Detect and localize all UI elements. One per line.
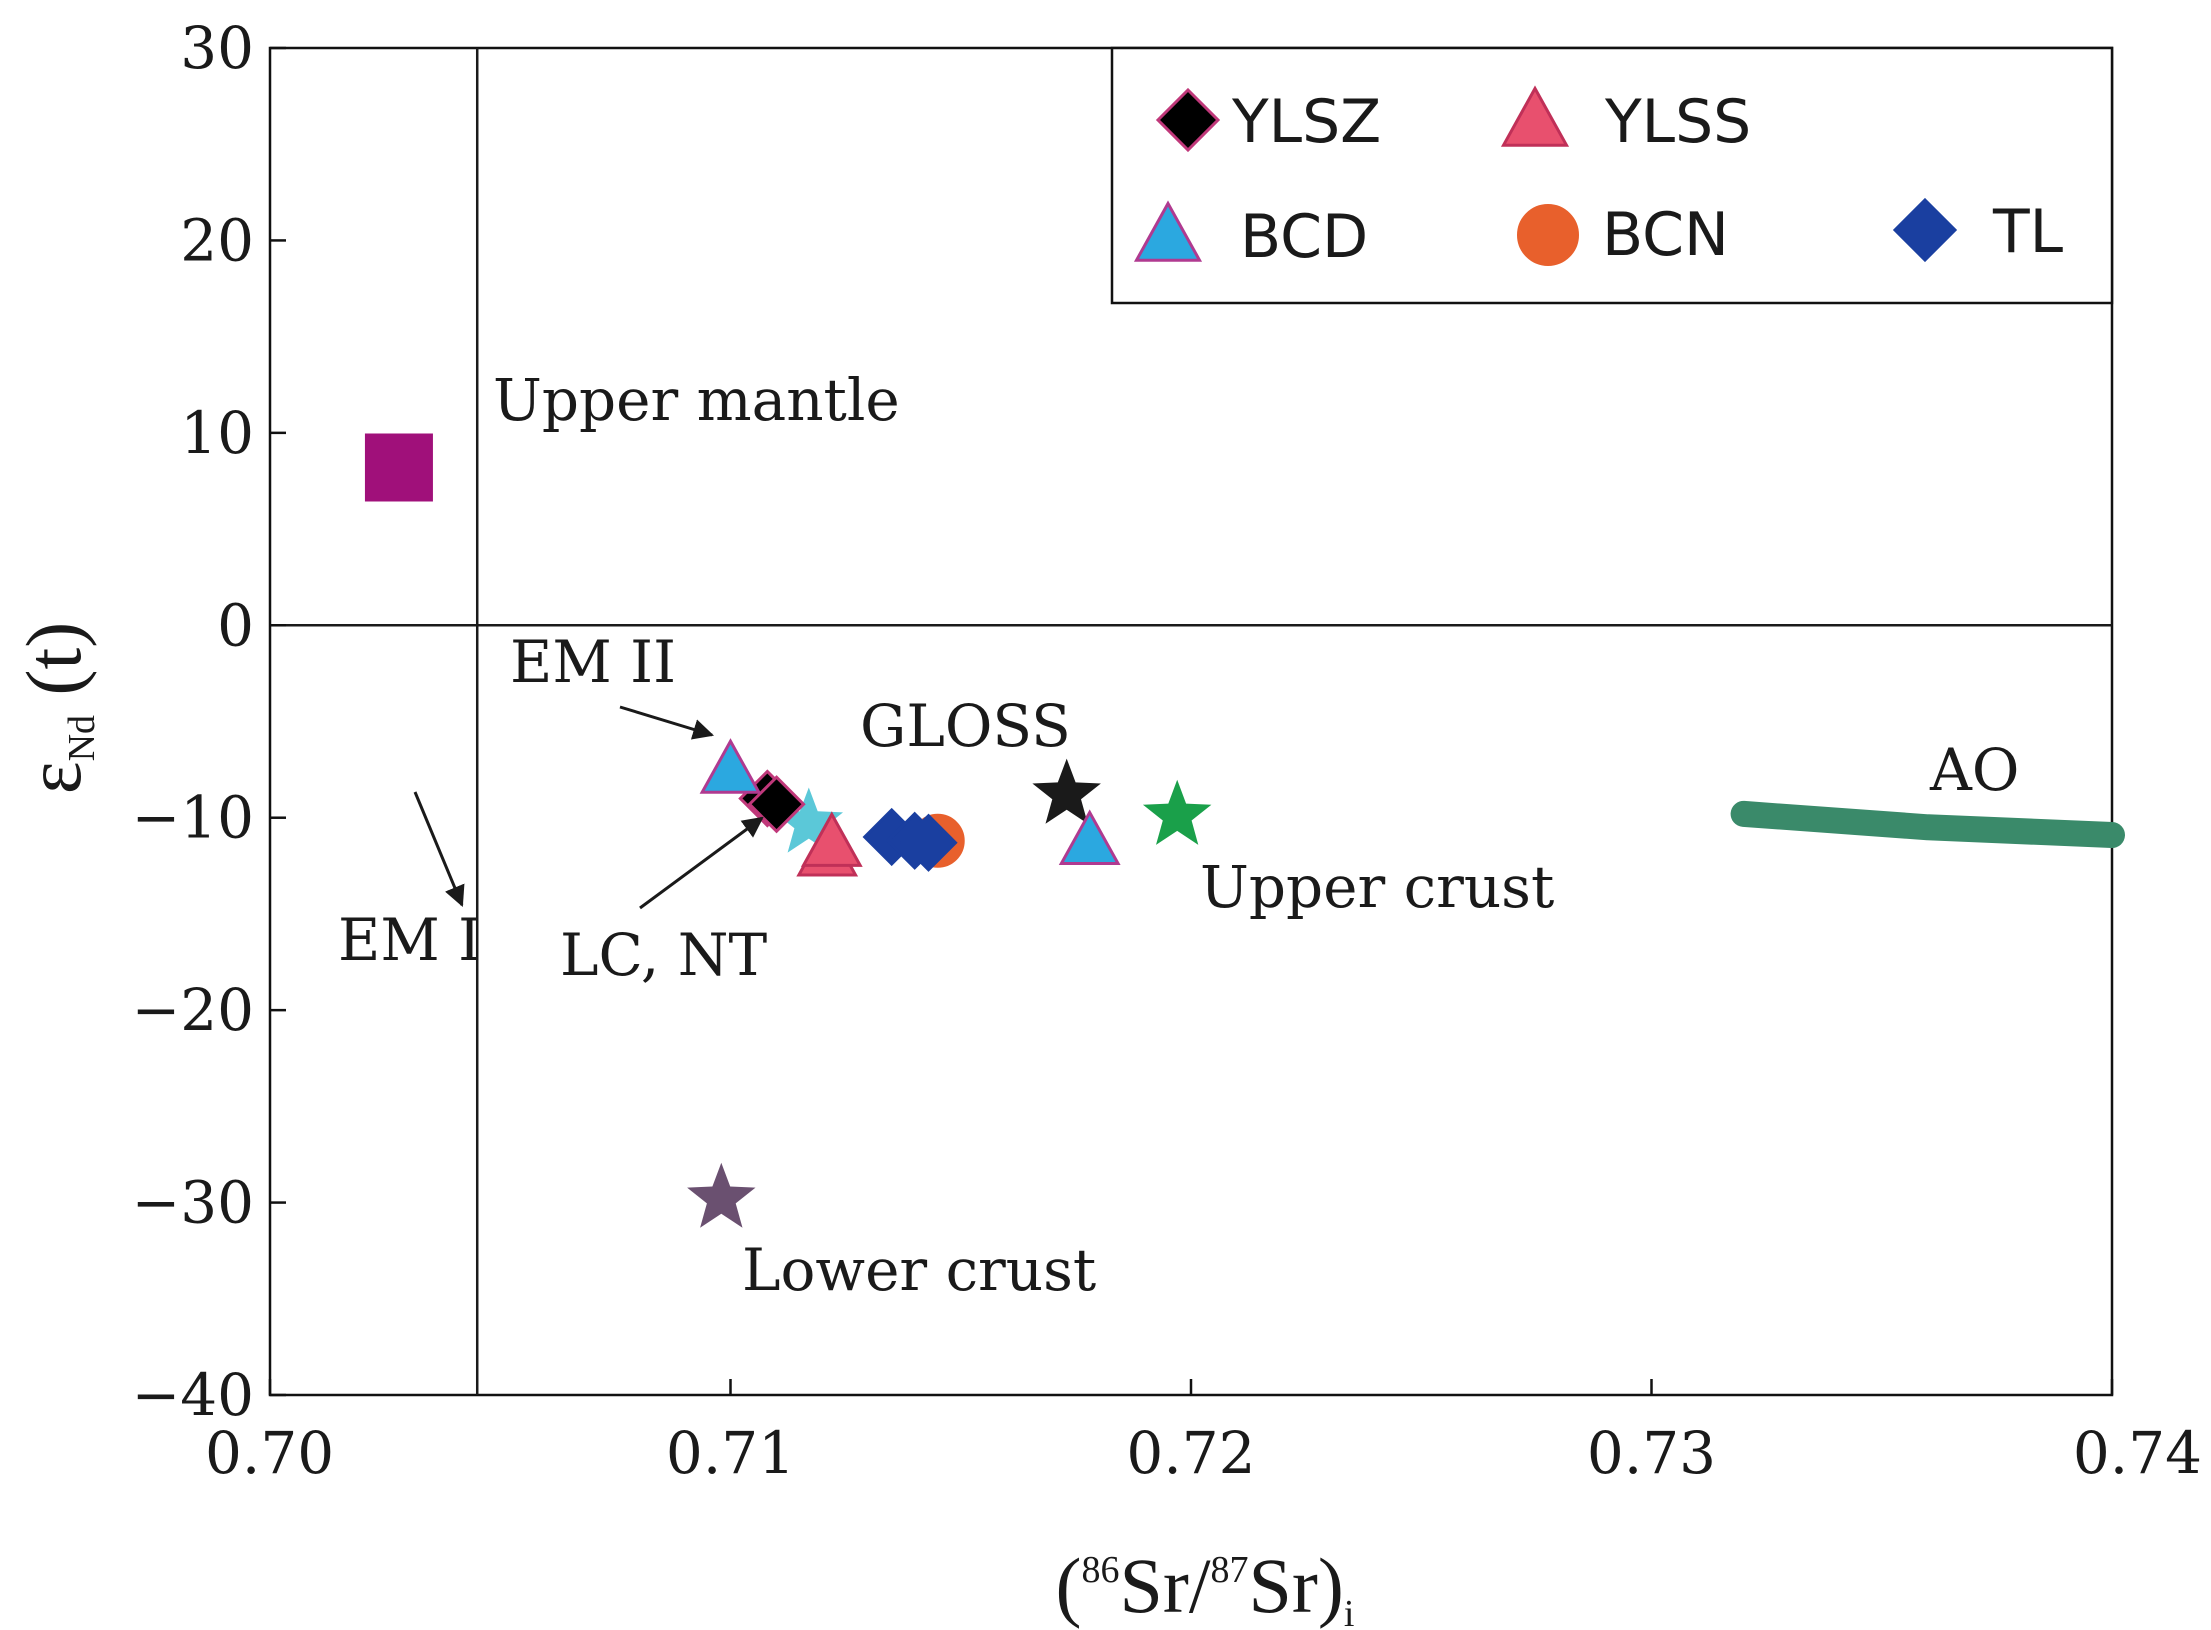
gloss-marker — [1032, 758, 1101, 824]
ao-label: AO — [1929, 736, 2019, 804]
ao-band — [1730, 800, 2125, 848]
upper-mantle-marker — [364, 433, 433, 502]
y-ticks: 30 20 10 0 −10 −20 −30 −40 — [132, 14, 286, 1429]
em-ii-arrow — [619, 705, 715, 740]
ao-field — [1730, 800, 2125, 848]
em-ii-label: EM II — [510, 628, 676, 696]
legend-tl-marker — [1892, 197, 1958, 263]
x-title-open: ( — [1056, 1542, 1082, 1629]
x-title-end: Sr) — [1249, 1542, 1344, 1629]
bcd-point — [699, 738, 762, 794]
gloss-label: GLOSS — [860, 692, 1071, 760]
x-tick-label: 0.71 — [666, 1419, 795, 1487]
lc-nt-label: LC, NT — [560, 921, 767, 989]
upper-crust-marker — [1142, 779, 1212, 845]
y-axis-title: εNd (t) — [10, 622, 103, 794]
legend-ylss-label: YLSS — [1604, 87, 1751, 157]
y-title-sub: Nd — [61, 715, 103, 761]
x-tick-label: 0.74 — [2073, 1419, 2202, 1487]
x-title-mid: Sr/ — [1120, 1542, 1211, 1629]
ylss-point — [800, 811, 863, 867]
x-tick-label: 0.70 — [205, 1419, 334, 1487]
x-title-sup2: 87 — [1211, 1549, 1249, 1591]
y-tick-label: −30 — [132, 1169, 254, 1237]
x-tick-label: 0.72 — [1126, 1419, 1255, 1487]
y-tick-label: 30 — [180, 14, 254, 82]
reference-points — [364, 433, 1212, 1228]
x-tick-label: 0.73 — [1587, 1419, 1716, 1487]
x-title-sup1: 86 — [1082, 1549, 1120, 1591]
legend-bcn-marker — [1517, 204, 1579, 266]
tl-point — [899, 813, 958, 872]
legend-ylsz-label: YLSZ — [1231, 87, 1381, 157]
lower-crust-marker — [687, 1162, 756, 1228]
legend-tl-label: TL — [1992, 197, 2064, 267]
y-tick-label: 0 — [217, 591, 254, 659]
upper-mantle-label: Upper mantle — [493, 366, 900, 434]
y-tick-label: 20 — [180, 206, 254, 274]
x-axis-title: (86Sr/87Sr)i — [1056, 1542, 1355, 1630]
legend-box — [1110, 46, 2114, 305]
legend-ylsz-marker — [1155, 87, 1221, 153]
x-title-sub: i — [1344, 1593, 1355, 1630]
legend-bcd-label: BCD — [1240, 202, 1368, 272]
y-tick-label: 10 — [180, 399, 254, 467]
legend-ylss-marker — [1500, 85, 1570, 147]
y-tick-label: −10 — [132, 784, 254, 852]
x-ticks: 0.70 0.71 0.72 0.73 0.74 — [205, 1379, 2202, 1487]
annotations: Upper mantle EM II GLOSS EM I LC, NT Upper cr… — [338, 366, 2019, 1304]
em-i-label: EM I — [338, 906, 481, 974]
legend: YLSZ YLSS BCD BCN TL — [1110, 46, 2114, 305]
lc-nt-marker — [774, 787, 843, 853]
y-tick-label: −20 — [132, 976, 254, 1044]
reference-lines — [270, 48, 2112, 1395]
lc-nt-arrow — [639, 816, 764, 910]
lower-crust-label: Lower crust — [742, 1236, 1096, 1304]
data-points — [699, 738, 1121, 877]
y-tick-label: −40 — [132, 1361, 254, 1429]
y-title-end: (t) — [10, 622, 97, 715]
y-title-main: ε — [10, 761, 97, 794]
legend-bcn-label: BCN — [1602, 200, 1729, 270]
upper-crust-label: Upper crust — [1200, 853, 1554, 921]
em-i-arrow — [413, 791, 465, 907]
annotation-arrows — [413, 705, 764, 910]
bcd-point — [1058, 809, 1121, 865]
legend-bcd-marker — [1133, 200, 1203, 262]
